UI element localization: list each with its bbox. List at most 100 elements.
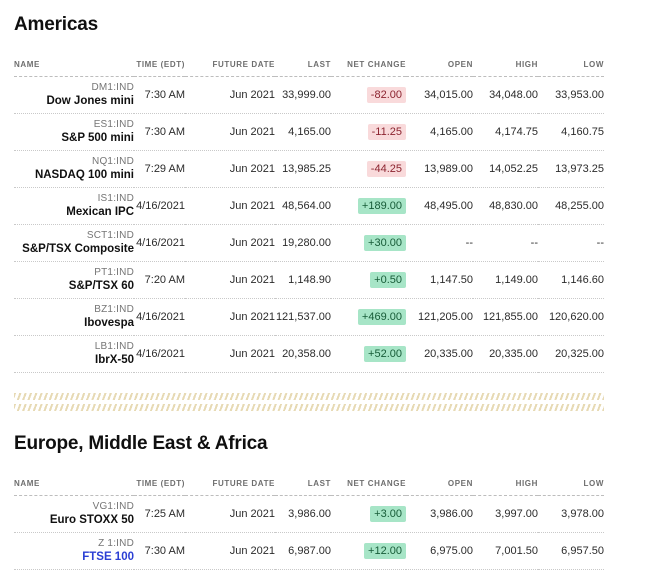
security-name-link[interactable]: S&P 500 mini xyxy=(61,132,134,144)
col-header-open: OPEN xyxy=(406,479,473,496)
future-date-cell: Jun 2021 xyxy=(185,298,275,336)
low-cell: 48,255.00 xyxy=(538,187,604,225)
ticker-symbol: Z 1:IND xyxy=(98,538,134,549)
future-date-cell: Jun 2021 xyxy=(185,495,275,533)
open-cell: 20,335.00 xyxy=(406,335,473,373)
open-cell: 48,495.00 xyxy=(406,187,473,225)
ticker-symbol: NQ1:IND xyxy=(92,156,134,167)
last-cell: 19,280.00 xyxy=(275,224,331,262)
security-name-link[interactable]: Dow Jones mini xyxy=(46,95,134,107)
ticker-symbol: LB1:IND xyxy=(94,341,134,352)
col-header-high: HIGH xyxy=(473,479,538,496)
col-header-low: LOW xyxy=(538,479,604,496)
ticker-symbol: SCT1:IND xyxy=(86,230,134,241)
col-header-time: TIME (EDT) xyxy=(134,479,185,496)
low-cell: 20,325.00 xyxy=(538,335,604,373)
security-name-link[interactable]: S&P/TSX 60 xyxy=(68,280,134,292)
time-cell: 4/16/2021 xyxy=(134,187,185,225)
col-header-future-date: FUTURE DATE xyxy=(185,60,275,77)
net-change-badge: -11.25 xyxy=(367,123,406,140)
hatch-stripe xyxy=(14,404,604,411)
open-cell: 13,989.00 xyxy=(406,150,473,188)
open-cell: 121,205.00 xyxy=(406,298,473,336)
ticker-symbol: IS1:IND xyxy=(97,193,134,204)
security-name-link[interactable]: IbrX-50 xyxy=(95,354,134,366)
table-header-row: NAME TIME (EDT) FUTURE DATE LAST NET CHA… xyxy=(14,60,604,77)
col-header-future-date: FUTURE DATE xyxy=(185,479,275,496)
future-date-cell: Jun 2021 xyxy=(185,150,275,188)
low-cell: 4,160.75 xyxy=(538,113,604,151)
high-cell: 34,048.00 xyxy=(473,76,538,114)
open-cell: 34,015.00 xyxy=(406,76,473,114)
table-row: LB1:IND IbrX-50 4/16/2021 Jun 2021 20,35… xyxy=(14,335,604,373)
security-name-link[interactable]: Mexican IPC xyxy=(66,206,134,218)
low-cell: 33,953.00 xyxy=(538,76,604,114)
col-header-net-change: NET CHANGE xyxy=(331,479,406,496)
future-date-cell: Jun 2021 xyxy=(185,532,275,570)
last-cell: 1,148.90 xyxy=(275,261,331,299)
last-cell: 48,564.00 xyxy=(275,187,331,225)
last-cell: 6,987.00 xyxy=(275,532,331,570)
ticker-symbol: PT1:IND xyxy=(94,267,134,278)
time-cell: 4/16/2021 xyxy=(134,298,185,336)
time-cell: 4/16/2021 xyxy=(134,224,185,262)
col-header-name: NAME xyxy=(14,60,134,77)
open-cell: 4,165.00 xyxy=(406,113,473,151)
high-cell: 3,997.00 xyxy=(473,495,538,533)
low-cell: -- xyxy=(538,224,604,262)
time-cell: 7:30 AM xyxy=(134,532,185,570)
future-date-cell: Jun 2021 xyxy=(185,76,275,114)
last-cell: 3,986.00 xyxy=(275,495,331,533)
time-cell: 7:25 AM xyxy=(134,495,185,533)
time-cell: 7:30 AM xyxy=(134,113,185,151)
future-date-cell: Jun 2021 xyxy=(185,261,275,299)
table-row: Z 1:IND FTSE 100 7:30 AM Jun 2021 6,987.… xyxy=(14,532,604,570)
time-cell: 7:29 AM xyxy=(134,150,185,188)
future-date-cell: Jun 2021 xyxy=(185,113,275,151)
col-header-high: HIGH xyxy=(473,60,538,77)
net-change-badge: -82.00 xyxy=(366,86,406,103)
low-cell: 13,973.25 xyxy=(538,150,604,188)
security-name-link[interactable]: Euro STOXX 50 xyxy=(49,514,134,526)
security-name-link[interactable]: Ibovespa xyxy=(84,317,134,329)
future-date-cell: Jun 2021 xyxy=(185,224,275,262)
net-change-badge: +0.50 xyxy=(370,271,406,288)
hatch-stripe xyxy=(14,393,604,400)
net-change-badge: +189.00 xyxy=(357,197,406,214)
table-row: IS1:IND Mexican IPC 4/16/2021 Jun 2021 4… xyxy=(14,187,604,225)
time-cell: 7:30 AM xyxy=(134,76,185,114)
last-cell: 4,165.00 xyxy=(275,113,331,151)
col-header-open: OPEN xyxy=(406,60,473,77)
security-name-link[interactable]: FTSE 100 xyxy=(82,551,134,563)
high-cell: 7,001.50 xyxy=(473,532,538,570)
security-name-link[interactable]: NASDAQ 100 mini xyxy=(34,169,134,181)
ticker-symbol: VG1:IND xyxy=(92,501,134,512)
col-header-last: LAST xyxy=(275,60,331,77)
table-row: NQ1:IND NASDAQ 100 mini 7:29 AM Jun 2021… xyxy=(14,150,604,188)
table-header-row: NAME TIME (EDT) FUTURE DATE LAST NET CHA… xyxy=(14,479,604,496)
net-change-badge: +30.00 xyxy=(364,234,406,251)
high-cell: 48,830.00 xyxy=(473,187,538,225)
low-cell: 1,146.60 xyxy=(538,261,604,299)
high-cell: -- xyxy=(473,224,538,262)
section-title-americas: Americas xyxy=(14,14,98,35)
col-header-low: LOW xyxy=(538,60,604,77)
open-cell: 3,986.00 xyxy=(406,495,473,533)
low-cell: 6,957.50 xyxy=(538,532,604,570)
table-row: DM1:IND Dow Jones mini 7:30 AM Jun 2021 … xyxy=(14,76,604,114)
last-cell: 13,985.25 xyxy=(275,150,331,188)
security-name-link[interactable]: S&P/TSX Composite xyxy=(22,243,134,255)
table-row: SCT1:IND S&P/TSX Composite 4/16/2021 Jun… xyxy=(14,224,604,262)
col-header-net-change: NET CHANGE xyxy=(331,60,406,77)
americas-futures-table: NAME TIME (EDT) FUTURE DATE LAST NET CHA… xyxy=(14,60,604,373)
col-header-last: LAST xyxy=(275,479,331,496)
high-cell: 14,052.25 xyxy=(473,150,538,188)
future-date-cell: Jun 2021 xyxy=(185,187,275,225)
time-cell: 7:20 AM xyxy=(134,261,185,299)
table-row: ES1:IND S&P 500 mini 7:30 AM Jun 2021 4,… xyxy=(14,113,604,151)
high-cell: 121,855.00 xyxy=(473,298,538,336)
net-change-badge: +3.00 xyxy=(370,505,406,522)
ticker-symbol: ES1:IND xyxy=(93,119,134,130)
last-cell: 20,358.00 xyxy=(275,335,331,373)
